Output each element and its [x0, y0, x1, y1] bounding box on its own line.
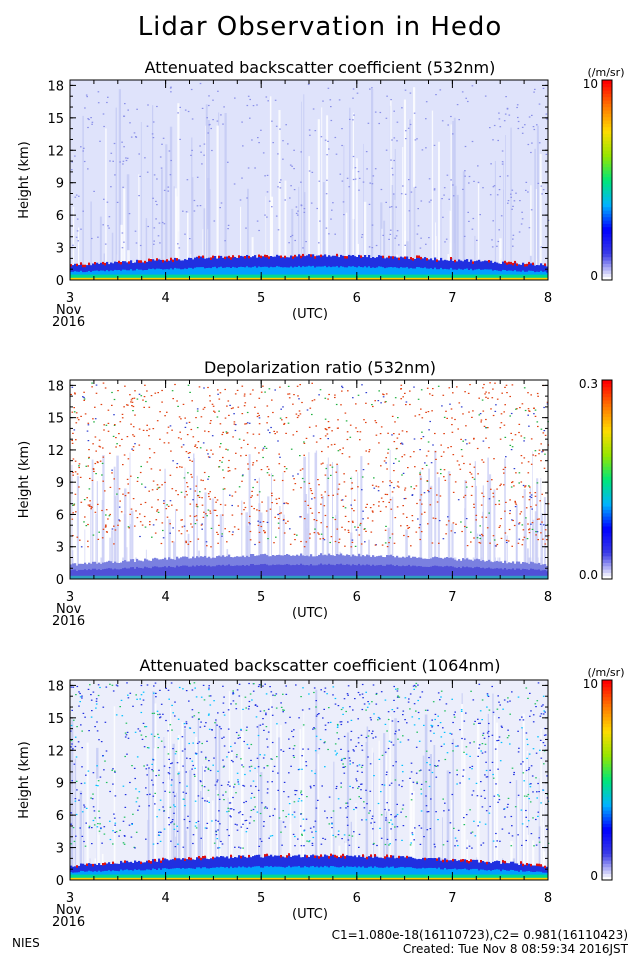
heatmap-field-3 [70, 680, 550, 880]
x-tick-label: 3 [66, 291, 74, 306]
y-tick-label: 12 [47, 144, 64, 159]
x-tick-label: 8 [544, 891, 552, 906]
boundary-layer-3 [70, 853, 549, 880]
x-axis-label: (UTC) [292, 907, 328, 922]
boundary-layer-2 [70, 553, 549, 579]
heatmap-field-1 [70, 80, 550, 281]
y-tick-label: 3 [56, 541, 64, 556]
colorbar-min-label: 0 [590, 269, 598, 283]
colorbar-max-label: 0.3 [579, 377, 598, 391]
y-tick-label: 15 [47, 412, 64, 427]
colorbar-unit-label: (/m/sr) [588, 66, 625, 79]
x-axis-label: (UTC) [292, 307, 328, 322]
x-tick-label: 6 [353, 891, 361, 906]
y-tick-label: 15 [47, 712, 64, 727]
x-axis-label: (UTC) [292, 606, 328, 621]
footer-institution: NIES [12, 936, 40, 950]
y-tick-label: 6 [56, 209, 64, 224]
x-year-label: 2016 [52, 915, 85, 930]
x-tick-label: 7 [448, 291, 456, 306]
colorbar-1: 10 0 (/m/sr) [583, 66, 625, 283]
y-tick-label: 18 [47, 379, 64, 394]
colorbar-max-label: 10 [583, 77, 598, 91]
footer-calibration: C1=1.080e-18(16110723),C2= 0.981(1611042… [331, 928, 628, 942]
heatmap-field-2 [70, 380, 550, 579]
y-tick-label: 9 [56, 476, 64, 491]
x-year-label: 2016 [52, 614, 85, 629]
colorbar-unit-label: (/m/sr) [588, 666, 625, 679]
colorbar-min-label: 0 [590, 869, 598, 883]
panel-title-2: Depolarization ratio (532nm) [203, 358, 437, 377]
y-tick-label: 3 [56, 242, 64, 257]
colorbar-min-label: 0.0 [579, 568, 598, 582]
y-tick-label: 0 [56, 874, 64, 889]
colorbar-2: 0.3 0.0 [579, 377, 613, 582]
panel-title-1: Attenuated backscatter coefficient (532n… [144, 58, 496, 77]
x-month-label: Nov [56, 602, 82, 617]
x-tick-label: 5 [257, 590, 265, 605]
y-tick-label: 12 [47, 444, 64, 459]
y-axis-label: Height (km) [17, 141, 32, 218]
page-title: Lidar Observation in Hedo [137, 12, 503, 42]
y-tick-label: 18 [47, 79, 64, 94]
y-tick-label: 3 [56, 842, 64, 857]
y-tick-label: 6 [56, 508, 64, 523]
x-tick-label: 3 [66, 891, 74, 906]
y-tick-label: 6 [56, 809, 64, 824]
colorbar-max-label: 10 [583, 677, 598, 691]
x-year-label: 2016 [52, 315, 85, 330]
y-axis-label: Height (km) [17, 441, 32, 518]
y-axis-label: Height (km) [17, 741, 32, 818]
y-tick-label: 18 [47, 679, 64, 694]
footer-created: Created: Tue Nov 8 08:59:34 2016JST [402, 942, 628, 956]
x-tick-label: 5 [257, 891, 265, 906]
x-tick-label: 8 [544, 590, 552, 605]
x-tick-label: 7 [448, 590, 456, 605]
x-tick-label: 6 [353, 291, 361, 306]
x-tick-label: 5 [257, 291, 265, 306]
x-tick-label: 4 [161, 590, 169, 605]
x-month-label: Nov [56, 903, 82, 918]
x-tick-label: 4 [161, 291, 169, 306]
x-tick-label: 6 [353, 590, 361, 605]
panel-title-3: Attenuated backscatter coefficient (1064… [139, 656, 501, 675]
y-tick-label: 0 [56, 274, 64, 289]
x-month-label: Nov [56, 303, 82, 318]
y-tick-label: 15 [47, 112, 64, 127]
x-tick-label: 3 [66, 590, 74, 605]
y-tick-label: 9 [56, 777, 64, 792]
y-tick-label: 9 [56, 177, 64, 192]
y-tick-label: 12 [47, 744, 64, 759]
y-tick-label: 0 [56, 573, 64, 588]
x-tick-label: 4 [161, 891, 169, 906]
x-tick-label: 8 [544, 291, 552, 306]
x-tick-label: 7 [448, 891, 456, 906]
colorbar-3: 10 0 (/m/sr) [583, 666, 625, 883]
